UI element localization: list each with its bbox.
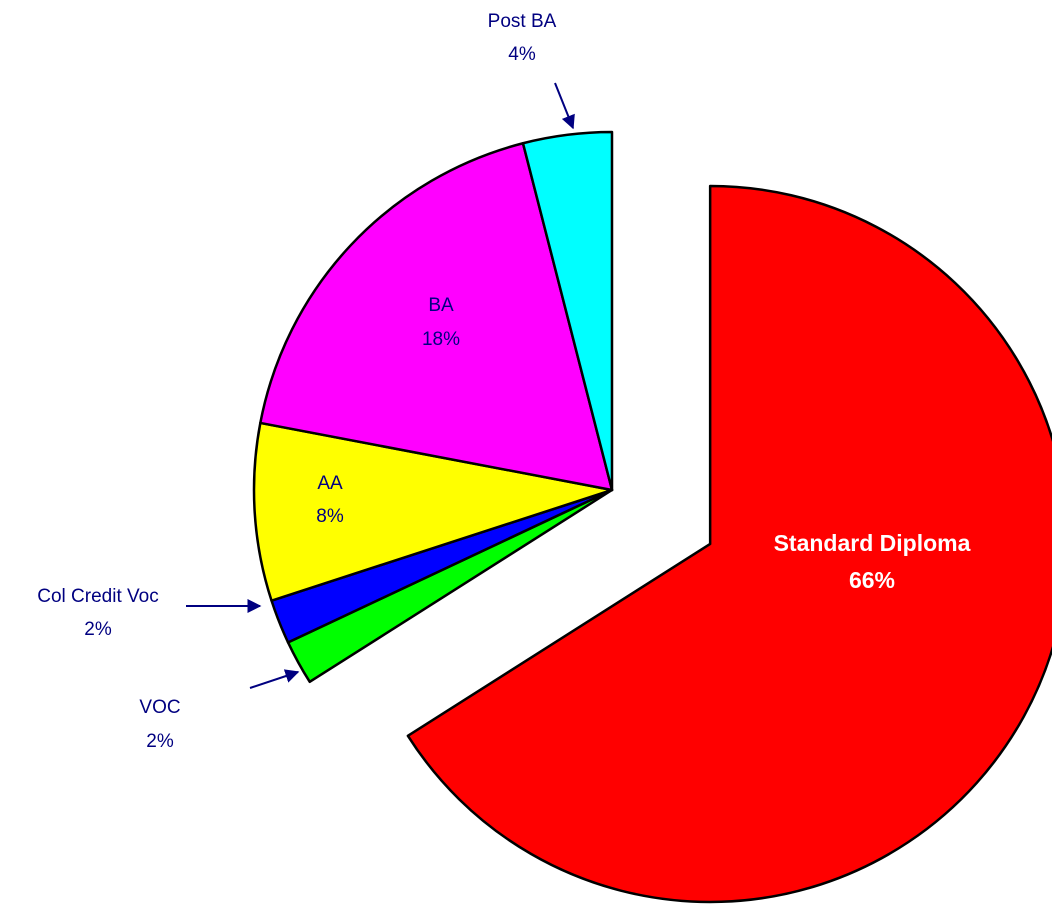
slice-label: VOC bbox=[139, 697, 180, 718]
slice-label: Standard Diploma bbox=[774, 530, 971, 556]
slice-value-label: 66% bbox=[849, 567, 895, 593]
slice-label: Post BA bbox=[488, 11, 557, 32]
slice-value-label: 2% bbox=[146, 731, 174, 752]
pie-slice bbox=[252, 421, 614, 602]
slice-label: AA bbox=[317, 473, 343, 494]
slice-value-label: 8% bbox=[316, 506, 344, 527]
pie-slice bbox=[521, 130, 614, 492]
slice-value-label: 18% bbox=[422, 329, 460, 350]
pie-slice bbox=[406, 184, 1052, 904]
pie-slice bbox=[259, 141, 614, 492]
slice-label: Col Credit Voc bbox=[37, 586, 158, 607]
leader-arrow bbox=[554, 82, 575, 130]
leader-arrow bbox=[249, 669, 300, 689]
slice-value-label: 4% bbox=[508, 44, 536, 65]
slice-label: BA bbox=[428, 295, 454, 316]
slice-value-label: 2% bbox=[84, 619, 112, 640]
